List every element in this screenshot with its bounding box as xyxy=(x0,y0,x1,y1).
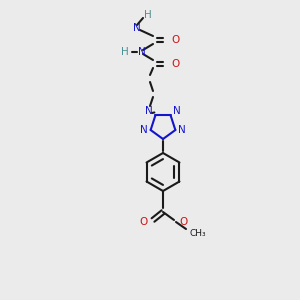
Text: N: N xyxy=(138,47,146,57)
Text: CH₃: CH₃ xyxy=(190,230,206,238)
Text: N: N xyxy=(178,125,186,135)
Text: N: N xyxy=(133,23,141,33)
Text: O: O xyxy=(139,217,147,227)
Text: H: H xyxy=(144,10,152,20)
Text: N: N xyxy=(173,106,181,116)
Text: N: N xyxy=(146,106,153,116)
Text: O: O xyxy=(179,217,187,227)
Text: O: O xyxy=(171,59,179,69)
Text: O: O xyxy=(171,35,179,45)
Text: N: N xyxy=(140,125,148,135)
Text: H: H xyxy=(121,47,129,57)
